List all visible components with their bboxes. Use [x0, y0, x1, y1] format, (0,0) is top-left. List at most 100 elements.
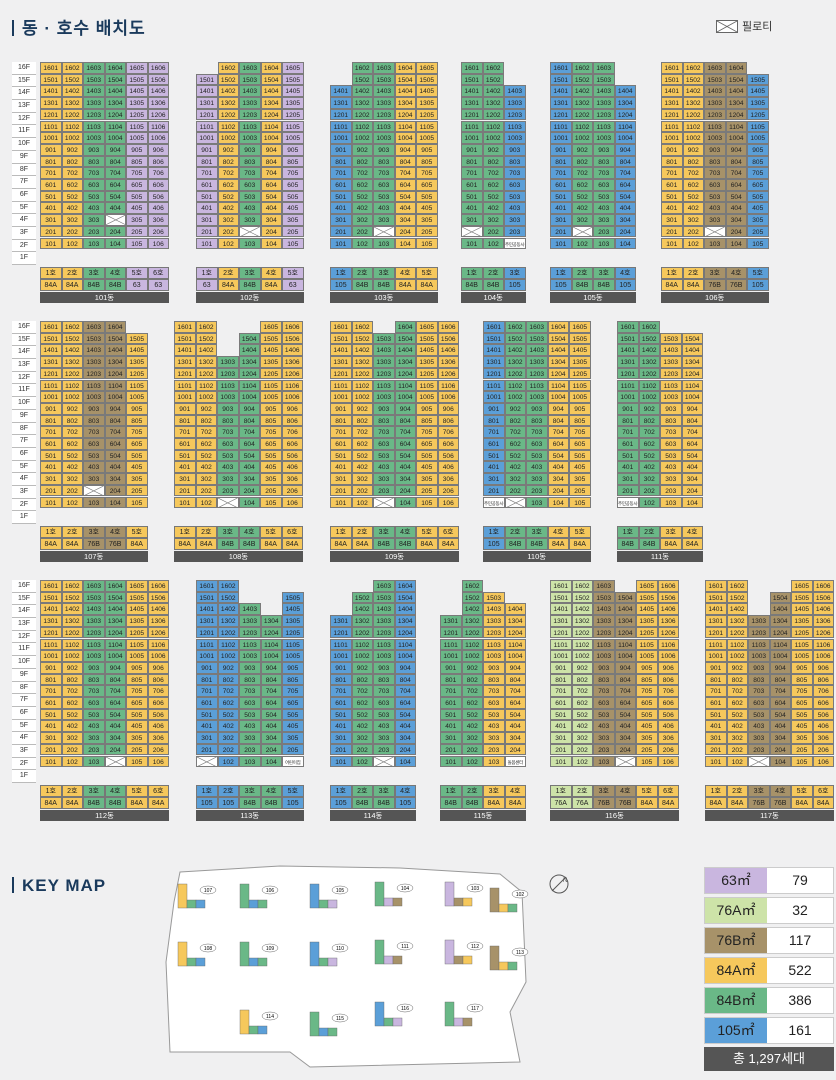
unit-cell: 1602 [482, 62, 504, 74]
unit-cell: 104 [681, 496, 703, 509]
unit-cell: 1203 [483, 626, 505, 639]
unit-cell: 704 [260, 685, 282, 697]
type-label: 84B [83, 797, 105, 810]
unit-cell: 504 [394, 190, 416, 203]
unit-cell: 101 [330, 237, 352, 250]
unit-stats: 63㎡ 79 76A㎡ 32 76B㎡ 117 84A㎡ 522 84B㎡ 386 105㎡ 161 … [704, 867, 834, 1071]
unit-cell: 105 [636, 755, 658, 768]
unit-cell: 1004 [104, 132, 126, 144]
unit-cell: 605 [126, 697, 148, 709]
unit-cell: 1406 [281, 344, 303, 357]
unit-cell: 1605 [416, 62, 438, 74]
unit-cell: 204 [238, 484, 260, 497]
unit-cell: 1602 [217, 580, 239, 592]
unit-cell: 1601 [550, 62, 572, 74]
unit-cell: 905 [636, 661, 658, 674]
ho-label: 4호 [769, 785, 791, 798]
unit-cell: 1606 [812, 580, 834, 592]
unit-cell: 802 [638, 414, 660, 427]
unit-cell: 1401 [661, 85, 683, 98]
unit-cell: 902 [351, 143, 373, 156]
unit-cell: 1101 [196, 638, 218, 651]
unit-cell: 1202 [504, 367, 526, 380]
unit-cell: 402 [217, 202, 239, 215]
type-label: 84A [483, 797, 505, 810]
type-label: 105 [550, 279, 572, 292]
dong-label: 107동 [40, 551, 148, 563]
unit-cell: 605 [636, 697, 658, 709]
unit-cell: 104 [238, 496, 260, 509]
unit-cell: 705 [260, 426, 282, 438]
unit-cell: 902 [217, 661, 239, 674]
unit-cell: 1301 [40, 97, 62, 109]
unit-cell: 1604 [104, 321, 126, 333]
unit-cell: 806 [147, 673, 169, 686]
unit-cell: 1203 [239, 108, 261, 121]
unit-cell: 902 [351, 402, 373, 415]
unit-cell: 402 [682, 202, 704, 215]
unit-cell: 904 [238, 402, 260, 415]
unit-cell: 401 [330, 720, 352, 733]
svg-text:113: 113 [516, 950, 524, 956]
unit-cell: 904 [260, 661, 282, 674]
unit-cell: 1504 [769, 591, 791, 604]
unit-cell: 302 [351, 732, 373, 744]
unit-cell: 704 [725, 167, 747, 179]
unit-cell: 1204 [260, 626, 282, 639]
ho-label: 3호 [373, 267, 395, 280]
type-label: 105 [282, 797, 304, 810]
unit-cell: 1301 [550, 97, 572, 109]
unit-cell: 1205 [260, 367, 282, 380]
ho-label: 6호 [147, 267, 169, 280]
unit-cell: 903 [83, 402, 105, 415]
unit-cell: 803 [373, 673, 395, 686]
unit-cell: 501 [40, 449, 62, 462]
ho-label: 5호 [791, 785, 813, 798]
unit-cell: 303 [373, 473, 395, 485]
unit-cell: 604 [681, 438, 703, 450]
unit-cell: 1301 [661, 97, 683, 109]
unit-cell: 205 [126, 743, 148, 756]
unit-cell: 603 [504, 179, 526, 191]
svg-text:107: 107 [204, 888, 213, 894]
pilotis-cell [704, 225, 726, 238]
unit-cell: 1501 [174, 332, 196, 345]
unit-cell: 802 [726, 673, 748, 686]
unit-cell: 305 [126, 732, 148, 744]
unit-cell: 1403 [373, 344, 395, 357]
unit-cell: 203 [83, 225, 105, 238]
unit-cell: 801 [483, 414, 505, 427]
unit-cell: 1601 [174, 321, 196, 333]
type-label: 105 [394, 797, 416, 810]
type-label: 84A [812, 797, 834, 810]
unit-cell: 704 [104, 426, 126, 438]
unit-cell: 703 [83, 426, 105, 438]
unit-cell: 602 [61, 438, 83, 450]
unit-cell: 1502 [61, 591, 83, 604]
unit-cell: 904 [547, 402, 569, 415]
pilotis-cell [748, 755, 770, 768]
unit-cell: 1403 [239, 85, 261, 98]
unit-cell: 1001 [461, 132, 483, 144]
unit-cell: 204 [394, 743, 416, 756]
type-label: 84B [239, 279, 261, 292]
unit-cell: 1301 [330, 356, 352, 368]
unit-cell: 1004 [260, 650, 282, 662]
unit-cell: 1003 [373, 132, 395, 144]
unit-cell: 1602 [61, 62, 83, 74]
unit-cell: 301 [330, 473, 352, 485]
unit-cell: 301 [661, 214, 683, 226]
ho-label: 2호 [351, 526, 373, 539]
unit-cell: 1305 [126, 356, 148, 368]
type-label: 84A [682, 279, 704, 292]
keymap-building: 108 [177, 941, 217, 967]
unit-cell: 1206 [147, 626, 169, 639]
unit-cell: 702 [61, 167, 83, 179]
unit-cell: 1503 [660, 332, 682, 345]
unit-cell: 304 [260, 732, 282, 744]
unit-cell: 303 [748, 732, 770, 744]
unit-cell: 102 [482, 237, 504, 250]
unit-cell: 103 [83, 755, 105, 768]
unit-cell: 204 [681, 484, 703, 497]
unit-cell: 1001 [330, 650, 352, 662]
